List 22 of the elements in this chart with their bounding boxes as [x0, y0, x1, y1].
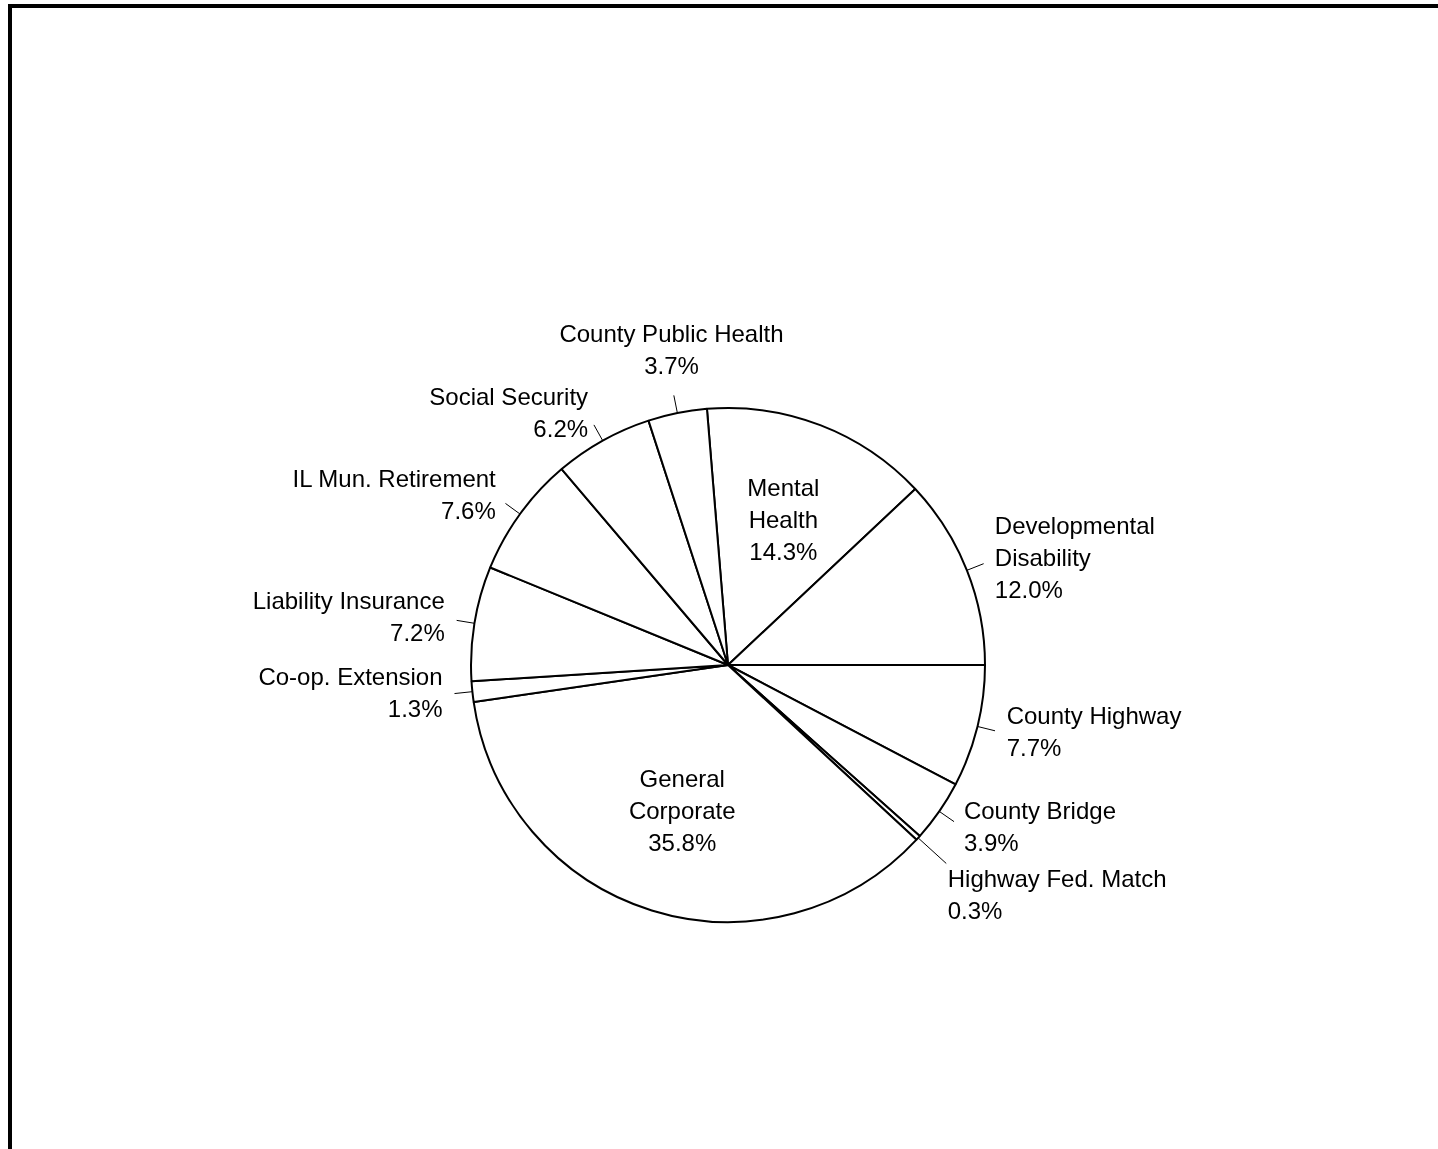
- slice-label: Highway Fed. Match: [947, 865, 1167, 893]
- data-label: 12.0%: [994, 575, 1063, 603]
- data-label: 3.7%: [644, 352, 699, 380]
- data-label: 3.9%: [963, 829, 1019, 857]
- slice-label: Liability Insurance: [252, 587, 445, 615]
- data-label: 7.6%: [441, 497, 496, 525]
- data-label: 14.3%: [749, 537, 818, 565]
- slice-label: Mental Health: [747, 473, 820, 533]
- slice-label: County Highway: [1006, 702, 1182, 730]
- data-label: 6.2%: [533, 415, 589, 443]
- slice-label: IL Mun. Retirement: [292, 465, 497, 493]
- data-label: 0.3%: [947, 897, 1003, 925]
- data-label: 7.2%: [390, 619, 445, 647]
- slice-label: Co-op. Extension: [258, 663, 443, 691]
- slice-label: General Corporate: [628, 764, 736, 824]
- slice-label: County Public Health: [559, 320, 784, 348]
- data-label: 35.8%: [648, 828, 717, 856]
- slice-label: County Bridge: [963, 797, 1116, 825]
- slice-label: Social Security: [429, 383, 589, 411]
- data-label: 1.3%: [387, 695, 443, 723]
- slice-label: Developmental Disability: [994, 511, 1155, 571]
- data-label: 7.7%: [1006, 734, 1062, 762]
